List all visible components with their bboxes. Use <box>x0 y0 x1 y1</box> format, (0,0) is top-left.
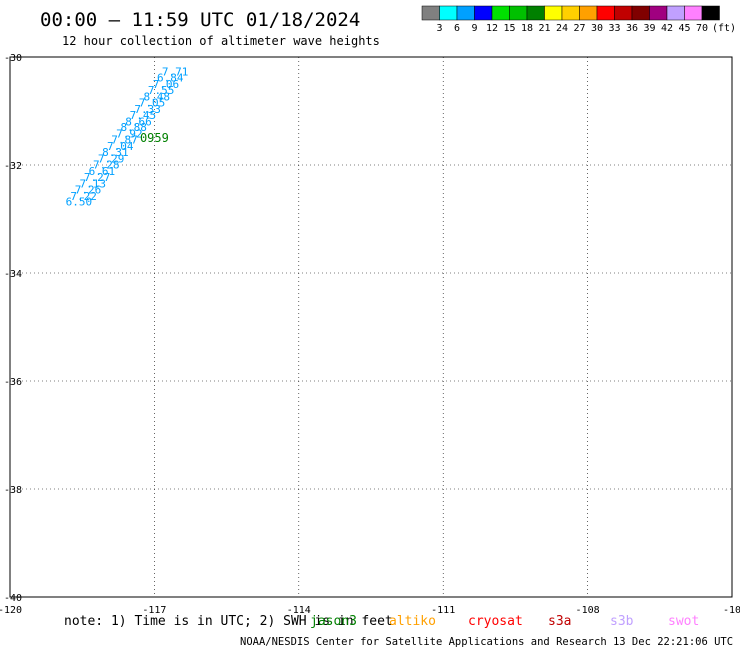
legend-entry-altiko: altiko <box>389 614 436 629</box>
colorbar-swatch <box>684 5 703 21</box>
legend-entry-jason3: jason3 <box>310 614 357 629</box>
y-tick-label: -32 <box>4 161 22 172</box>
y-tick-label: -38 <box>4 485 22 496</box>
colorbar-label: 27 <box>573 23 585 34</box>
colorbar-swatch <box>491 5 510 21</box>
colorbar-swatch <box>596 5 615 21</box>
colorbar-swatch <box>666 5 685 21</box>
x-tick-label: -111 <box>431 605 455 616</box>
swh-value-mark: 7.45 <box>130 109 157 122</box>
track-time-label: 0959 <box>140 131 169 145</box>
swh-value-mark: 8.31 <box>102 146 129 159</box>
colorbar: 3 6 9 12 15 18 21 24 27 30 33 36 39 42 45 70 (ft) <box>421 5 736 34</box>
swh-value-mark: 7.13 <box>80 177 107 190</box>
colorbar-label: 36 <box>626 23 638 34</box>
swh-value-mark: 7.55 <box>148 84 175 97</box>
colorbar-label: 12 <box>486 23 498 34</box>
swh-value-mark: 7.87 <box>111 134 138 147</box>
colorbar-label: 21 <box>538 23 550 34</box>
swh-value-mark: 7.26 <box>75 183 102 196</box>
colorbar-swatch <box>509 5 528 21</box>
colorbar-swatch <box>456 5 475 21</box>
legend-entry-swot: swot <box>668 614 699 629</box>
colorbar-label: 39 <box>643 23 655 34</box>
note-text: note: 1) Time is in UTC; 2) SWH is in fe… <box>64 614 393 629</box>
y-tick-label: -30 <box>4 53 22 64</box>
legend-entry-s3b: s3b <box>610 614 634 629</box>
swh-value-mark: 6.61 <box>89 165 116 178</box>
colorbar-label: 45 <box>678 23 690 34</box>
legend-entry-s3a: s3a <box>548 614 571 629</box>
colorbar-swatch <box>614 5 633 21</box>
swh-value-mark: 7.27 <box>84 171 111 184</box>
swh-value-mark: 7.05 <box>139 96 166 109</box>
y-tick-label: -40 <box>4 593 22 604</box>
swh-value-mark: 6.50 <box>66 196 93 209</box>
colorbar-label: 42 <box>661 23 673 34</box>
swh-value-mark: 7.92 <box>116 128 143 141</box>
colorbar-swatch <box>421 5 440 21</box>
x-tick-label: -117 <box>142 605 166 616</box>
swh-value-mark: 7.04 <box>107 140 134 153</box>
colorbar-label: 33 <box>608 23 620 34</box>
x-tick-label: -120 <box>0 605 22 616</box>
y-tick-label: -34 <box>4 269 22 280</box>
colorbar-swatch <box>474 5 493 21</box>
colorbar-label: 9 <box>471 23 477 34</box>
swh-value-mark: 7.29 <box>98 153 125 166</box>
axes: -120 -117 -114 -111 -108 -10 -30 -32 -34 -36 -38 -4… <box>0 53 740 616</box>
swh-value-mark: 7.28 <box>93 158 120 171</box>
swh-value-mark: 7.22 <box>70 190 97 203</box>
data-marks: 7.716.847.067.558.487.057.337.458.668.88… <box>66 66 189 209</box>
chart-title: 00:00 – 11:59 UTC 01/18/2024 <box>40 9 360 31</box>
chart-subtitle: 12 hour collection of altimeter wave hei… <box>62 34 380 48</box>
colorbar-swatch <box>561 5 580 21</box>
x-tick-label: -114 <box>287 605 311 616</box>
swh-value-mark: 8.66 <box>125 115 152 128</box>
colorbar-swatch <box>544 5 563 21</box>
colorbar-label: 15 <box>503 23 515 34</box>
colorbar-swatch <box>439 5 458 21</box>
colorbar-label: 18 <box>521 23 533 34</box>
footer-text: NOAA/NESDIS Center for Satellite Applica… <box>240 636 740 648</box>
swh-value-mark: 8.88 <box>120 121 147 134</box>
y-tick-label: -36 <box>4 377 22 388</box>
colorbar-swatch <box>526 5 545 21</box>
swh-value-mark: 6.84 <box>157 72 184 85</box>
x-tick-label: -108 <box>576 605 600 616</box>
swh-value-mark: 7.06 <box>153 78 180 91</box>
colorbar-unit: (ft) <box>712 23 736 34</box>
colorbar-label: 24 <box>556 23 568 34</box>
x-tick-label: -10 <box>723 605 740 616</box>
colorbar-label: 3 <box>436 23 442 34</box>
colorbar-swatch <box>631 5 650 21</box>
swh-value-mark: 7.33 <box>134 103 161 116</box>
swh-value-mark: 7.71 <box>162 66 189 79</box>
colorbar-label: 6 <box>454 23 460 34</box>
plot-frame <box>9 56 733 598</box>
swh-value-mark: 8.48 <box>144 90 171 103</box>
colorbar-swatch <box>649 5 668 21</box>
colorbar-swatch <box>701 5 720 21</box>
legend: jason3 altiko cryosat s3a s3b swot <box>310 614 699 629</box>
colorbar-label: 70 <box>696 23 708 34</box>
colorbar-swatch <box>579 5 598 21</box>
legend-entry-cryosat: cryosat <box>468 614 523 629</box>
colorbar-label: 30 <box>591 23 603 34</box>
